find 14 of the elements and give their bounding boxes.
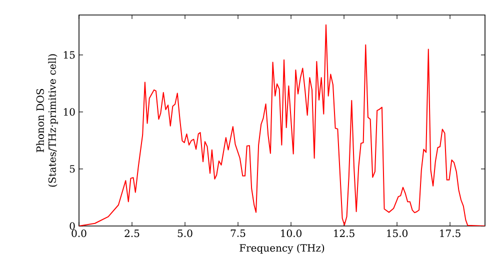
x-tick-label: 7.5 (230, 230, 246, 237)
x-tick-label: 12.5 (334, 230, 354, 238)
x-tick-label: 17.5 (440, 230, 460, 238)
x-tick-label: 0.0 (72, 230, 86, 238)
x-tick-label: 15.0 (387, 230, 408, 238)
x-tick-label: 10.0 (281, 230, 302, 238)
y-tick-label: 15 (64, 51, 75, 59)
y-axis-title: Phonon DOS (States/THz·primitive cell) (36, 54, 58, 187)
x-tick-label: 5.0 (178, 230, 192, 238)
y-tick-label: 10 (64, 108, 75, 116)
x-tick-label: 2.5 (124, 230, 140, 238)
y-tick-label: 0 (70, 222, 75, 230)
y-tick-label: 5 (70, 165, 75, 173)
x-axis-title: Frequency (THz) (240, 244, 324, 254)
